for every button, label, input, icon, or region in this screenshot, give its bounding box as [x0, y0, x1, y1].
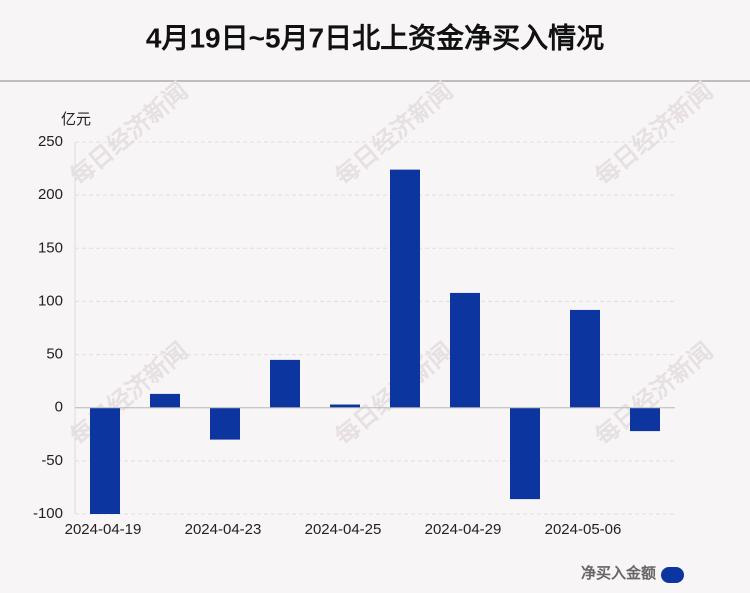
y-tick-label: 100	[38, 292, 63, 309]
y-tick-label: -100	[33, 505, 63, 522]
bar	[90, 407, 120, 514]
x-tick-label: 2024-05-06	[545, 521, 622, 538]
x-tick-label: 2024-04-29	[425, 521, 502, 538]
bar	[330, 404, 360, 408]
bar	[210, 407, 240, 440]
chart-title: 4月19日~5月7日北上资金净买入情况	[146, 21, 604, 53]
x-tick-label: 2024-04-23	[185, 521, 262, 538]
bar	[450, 292, 480, 408]
y-tick-label: -50	[41, 452, 63, 469]
legend-swatch	[661, 567, 684, 583]
bar	[570, 309, 600, 408]
y-tick-label: 50	[46, 346, 63, 363]
y-tick-label: 200	[38, 186, 63, 203]
y-axis-label: 亿元	[61, 111, 91, 128]
x-tick-label: 2024-04-25	[305, 521, 382, 538]
y-tick-label: 150	[38, 239, 63, 256]
plot: -100 -50 0 50 100 150 200 250 2024-04-19 2024-04-…	[33, 133, 684, 583]
bar	[150, 393, 180, 408]
y-tick-label: 0	[55, 399, 63, 416]
bar	[390, 169, 420, 408]
bar	[270, 359, 300, 408]
bar	[630, 407, 660, 432]
legend-label: 净买入金额	[581, 564, 656, 582]
x-tick-label: 2024-04-19	[65, 521, 142, 538]
bar	[510, 407, 540, 500]
y-tick-label: 250	[38, 133, 63, 150]
